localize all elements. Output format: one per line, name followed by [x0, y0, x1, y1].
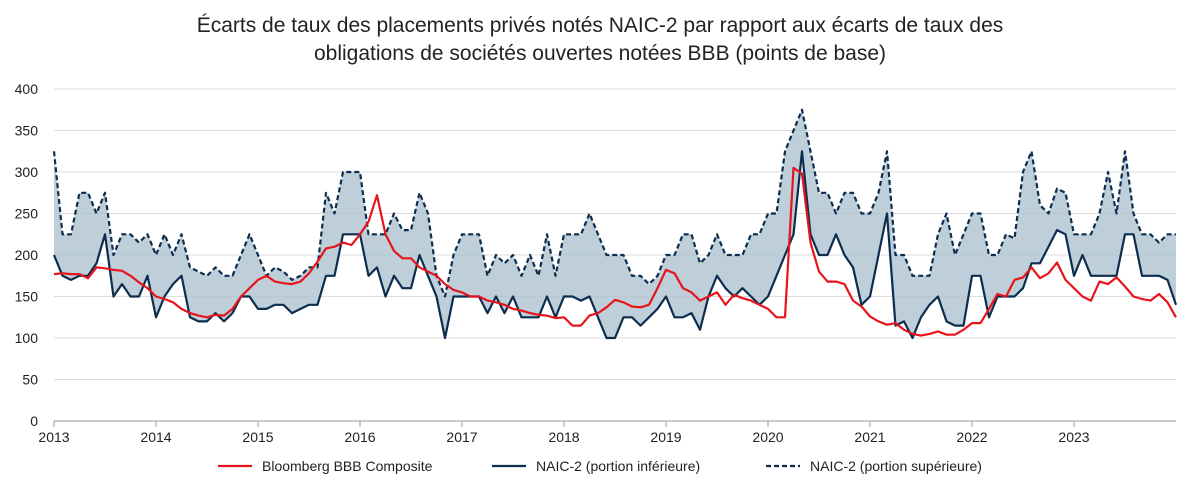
plot-area: 0 50 100 150 200 250 300 350 400 2013 2014 2015 2016… [15, 81, 1178, 445]
x-tick-label: 2013 [38, 429, 69, 445]
y-tick-label: 250 [15, 206, 39, 222]
legend-label-naic-lower: NAIC-2 (portion inférieure) [536, 458, 701, 474]
y-tick-label: 100 [15, 330, 39, 346]
legend-label-bbb: Bloomberg BBB Composite [262, 458, 433, 474]
y-tick-label: 150 [15, 289, 39, 305]
x-tick-label: 2014 [140, 429, 171, 445]
y-tick-label: 0 [30, 413, 38, 429]
naic-band-area [54, 109, 1176, 338]
x-tick-label: 2015 [242, 429, 273, 445]
legend-swatch-naic-upper [766, 464, 800, 468]
x-tick-label: 2017 [446, 429, 477, 445]
x-tick-label: 2018 [548, 429, 579, 445]
y-tick-label: 50 [22, 372, 38, 388]
series-line-bbb-composite [53, 166, 1177, 337]
chart-title: Écarts de taux des placements privés not… [0, 12, 1200, 68]
legend-swatch-naic-lower [492, 464, 526, 468]
x-tick-label: 2020 [752, 429, 783, 445]
y-tick-label: 400 [15, 81, 39, 97]
legend-item-bbb: Bloomberg BBB Composite [218, 452, 432, 480]
x-tick-label: 2021 [854, 429, 885, 445]
chart-title-line-2: obligations de sociétés ouvertes notées … [313, 42, 886, 65]
legend-item-naic-upper: NAIC-2 (portion supérieure) [766, 452, 982, 480]
x-tick-label: 2022 [956, 429, 987, 445]
legend-item-naic-lower: NAIC-2 (portion inférieure) [492, 452, 700, 480]
y-tick-label: 200 [15, 247, 39, 263]
y-tick-label: 300 [15, 164, 39, 180]
x-tick-label: 2019 [650, 429, 681, 445]
y-tick-label: 350 [15, 123, 39, 139]
legend-label-naic-upper: NAIC-2 (portion supérieure) [810, 458, 982, 474]
series-line-naic-upper [52, 108, 1176, 298]
x-tick-label: 2016 [344, 429, 375, 445]
x-tick-label: 2023 [1058, 429, 1089, 445]
legend: Bloomberg BBB Composite NAIC-2 (portion … [0, 452, 1200, 480]
chart-title-line-1: Écarts de taux des placements privés not… [196, 14, 1004, 37]
legend-swatch-bbb [218, 464, 252, 468]
